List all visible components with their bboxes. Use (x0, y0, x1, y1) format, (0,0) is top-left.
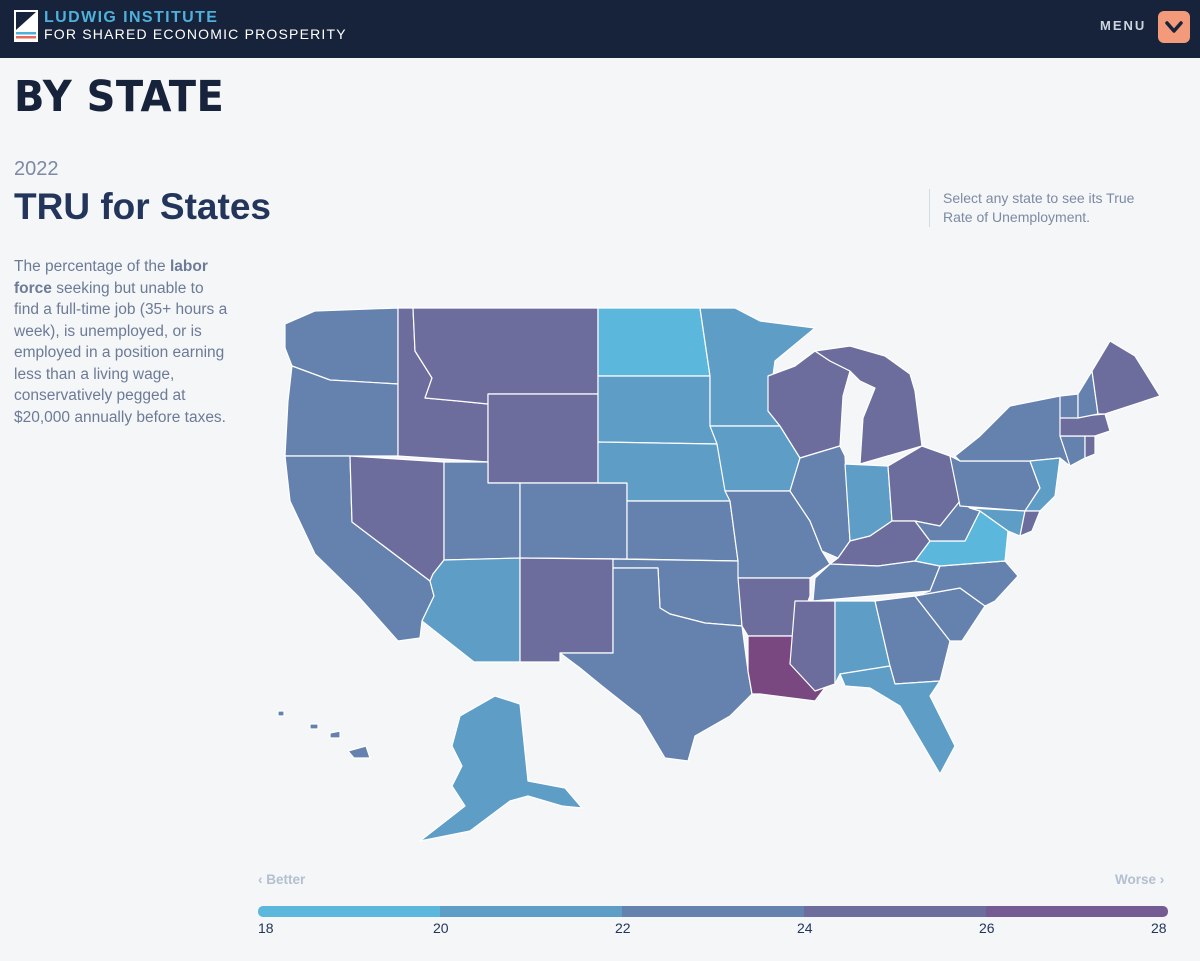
scale-segment-5 (986, 906, 1168, 917)
menu-button[interactable] (1158, 11, 1190, 43)
description-pre: The percentage of the (14, 258, 170, 275)
state-nd[interactable] (597, 307, 711, 377)
color-scale-bar (258, 906, 1168, 917)
brand-tagline[interactable]: FOR SHARED ECONOMIC PROSPERITY (44, 26, 347, 42)
state-ny[interactable] (954, 395, 1076, 467)
tick-28: 28 (1151, 920, 1167, 936)
state-de[interactable] (1019, 510, 1041, 537)
state-fl[interactable] (839, 665, 956, 775)
scale-segment-4 (804, 906, 986, 917)
description: The percentage of the labor force seekin… (14, 256, 229, 428)
state-ms[interactable] (789, 600, 836, 692)
scale-segment-2 (440, 906, 622, 917)
state-az[interactable] (421, 557, 521, 663)
tick-20: 20 (433, 920, 449, 936)
section-heading: TRU for States (14, 186, 271, 227)
tick-22: 22 (615, 920, 631, 936)
state-vt[interactable] (1059, 393, 1079, 419)
better-text: Better (266, 872, 306, 887)
state-mi[interactable] (814, 345, 923, 465)
better-label: ‹ Better (258, 872, 306, 887)
state-wi[interactable] (767, 350, 851, 459)
tick-26: 26 (979, 920, 995, 936)
state-nc[interactable] (914, 560, 1019, 607)
scale-segment-3 (622, 906, 804, 917)
us-state-map[interactable] (270, 296, 1170, 846)
state-sd[interactable] (597, 375, 718, 445)
page-title: BY STATE (14, 72, 225, 122)
tick-24: 24 (797, 920, 813, 936)
tick-18: 18 (258, 920, 274, 936)
description-bold: labor force (14, 258, 208, 297)
state-ak[interactable] (419, 695, 583, 842)
state-wy[interactable] (487, 393, 599, 484)
state-pa[interactable] (949, 455, 1041, 512)
select-state-hint: Select any state to see its True Rate of… (929, 189, 1159, 227)
brand-name[interactable]: LUDWIG INSTITUTE (44, 9, 219, 26)
flag-logo-icon[interactable] (14, 10, 38, 42)
chevron-down-icon (1165, 21, 1183, 33)
state-co[interactable] (519, 482, 628, 560)
worse-text: Worse (1115, 872, 1157, 887)
top-navigation-bar: LUDWIG INSTITUTE FOR SHARED ECONOMIC PRO… (0, 0, 1200, 58)
state-ri[interactable] (1084, 435, 1096, 459)
state-hi[interactable] (277, 710, 371, 759)
scale-segment-1 (258, 906, 440, 917)
state-md[interactable] (969, 507, 1026, 537)
state-nm[interactable] (519, 557, 614, 663)
state-ks[interactable] (626, 500, 739, 562)
menu-label[interactable]: MENU (1100, 18, 1147, 33)
worse-label: Worse › (1115, 872, 1165, 887)
state-me[interactable] (1091, 340, 1161, 415)
year-label: 2022 (14, 158, 59, 180)
description-post: seeking but unable to find a full-time j… (14, 279, 228, 426)
state-mt[interactable] (412, 307, 599, 405)
